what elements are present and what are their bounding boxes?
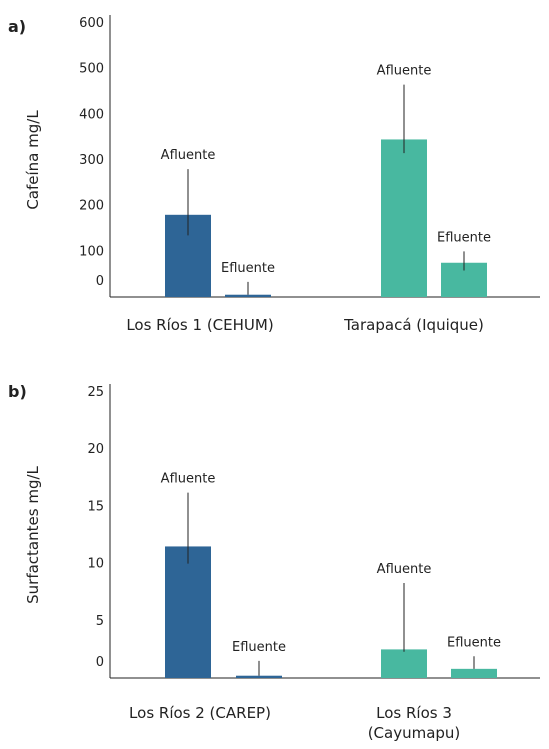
bar — [165, 546, 211, 678]
bar-label: Efluente — [437, 230, 491, 245]
bar — [451, 668, 497, 678]
y-tick-label: 500 — [79, 62, 104, 77]
bar-label: Efluente — [232, 640, 286, 655]
category-label: Los Ríos 2 (CAREP) — [129, 704, 271, 722]
y-tick-label: 20 — [87, 442, 104, 457]
bar — [381, 649, 427, 678]
y-tick-label: 5 — [96, 614, 104, 629]
y-axis-label: Cafeína mg/L — [24, 110, 42, 210]
y-tick-label: 25 — [87, 385, 104, 400]
y-axis-label: Surfactantes mg/L — [24, 465, 42, 603]
y-tick-label: 600 — [79, 16, 104, 31]
bar-label: Efluente — [221, 261, 275, 276]
y-tick-label: 300 — [79, 153, 104, 168]
bar-label: Afluente — [377, 64, 432, 79]
panel-label: a) — [8, 17, 26, 36]
y-tick-label: 100 — [79, 244, 104, 259]
panel-label: b) — [8, 382, 27, 401]
bar — [381, 139, 427, 297]
y-tick-label: 0 — [96, 274, 104, 289]
bar-label: Afluente — [161, 472, 216, 487]
y-tick-label: 15 — [87, 499, 104, 514]
bar-label: Afluente — [161, 148, 216, 163]
bar — [225, 294, 271, 297]
bar — [236, 675, 282, 678]
y-tick-label: 400 — [79, 107, 104, 122]
y-tick-label: 10 — [87, 557, 104, 572]
category-label: Los Ríos 1 (CEHUM) — [126, 316, 273, 334]
bar-label: Afluente — [377, 562, 432, 577]
bar-label: Efluente — [447, 635, 501, 650]
y-tick-label: 0 — [96, 655, 104, 670]
category-label: Tarapacá (Iquique) — [343, 316, 484, 334]
y-tick-label: 200 — [79, 199, 104, 214]
category-label: Los Ríos 3 (Cayumapu) — [368, 704, 461, 742]
